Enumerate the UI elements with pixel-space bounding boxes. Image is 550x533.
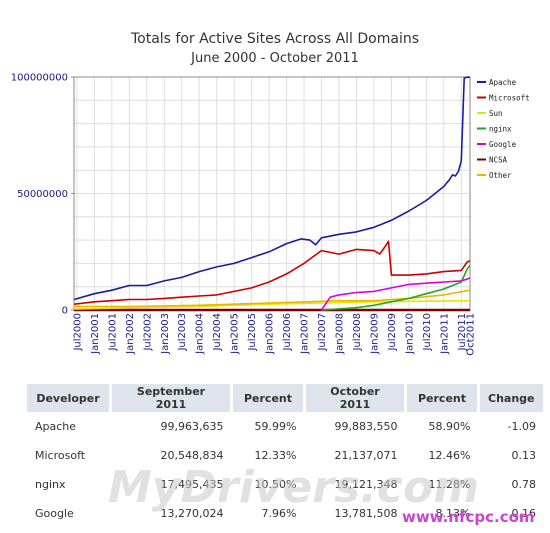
- legend-label-nginx: nginx: [489, 125, 512, 134]
- legend-label-apache: Apache: [489, 78, 517, 87]
- x-tick-label: Jan2008: [334, 313, 345, 355]
- cell-september-2011: 17,495,435: [160, 478, 224, 491]
- cell-october-2011: 99,883,550: [334, 420, 398, 433]
- cell-september-2011: 13,270,024: [160, 507, 224, 520]
- y-axis: 0 50000000 100000000: [11, 73, 74, 317]
- cell-developer: Apache: [35, 420, 77, 433]
- x-tick-label: Oct2011: [466, 313, 477, 356]
- table-row: nginx 17,495,435 10.50% 19,121,348 11.28…: [27, 470, 544, 499]
- cell-percent-october: 58.90%: [428, 420, 471, 433]
- cell-percent-october: 11.28%: [428, 478, 471, 491]
- x-tick-label: Jan2011: [439, 313, 450, 355]
- header-percent-october: Percent: [405, 384, 480, 412]
- header-october-2011: October 2011: [304, 384, 407, 412]
- x-tick-label: Jul2004: [212, 313, 223, 352]
- x-tick-label: Jul2008: [352, 313, 363, 352]
- watermark-logo: MyDrivers.com: [108, 462, 480, 513]
- y-tick-label: 50000000: [17, 189, 68, 200]
- x-tick-label: Jan2009: [369, 313, 380, 355]
- header-change: Change: [478, 384, 546, 412]
- cell-change: 0.13: [511, 449, 537, 462]
- cell-percent-september: 10.50%: [254, 478, 297, 491]
- cell-change: -1.09: [507, 420, 536, 433]
- header-developer: Developer: [27, 384, 112, 412]
- cell-october-2011: 19,121,348: [334, 478, 398, 491]
- legend-label-sun: Sun: [489, 109, 503, 118]
- cell-change: 0.78: [511, 478, 537, 491]
- cell-october-2011: 21,137,071: [334, 449, 398, 462]
- cell-september-2011: 99,963,635: [160, 420, 224, 433]
- x-axis: Jul2000 Jan2001 Jul2001 Jan2002 Jul2002 Jan20…: [72, 313, 476, 356]
- x-tick-label: Jan2003: [160, 313, 171, 355]
- x-tick-label: Jul2007: [317, 313, 328, 352]
- cell-percent-september: 7.96%: [261, 507, 297, 520]
- legend: Apache Microsoft Sun nginx Google NCSA Other: [477, 78, 530, 180]
- y-tick-label: 100000000: [11, 73, 68, 84]
- series-line-google: [320, 277, 471, 311]
- cell-september-2011: 20,548,834: [160, 449, 224, 462]
- x-tick-label: Jul2005: [247, 313, 258, 352]
- x-tick-label: Jul2011: [457, 313, 468, 352]
- watermark-url: www.nfcpc.com: [402, 508, 535, 526]
- header-september-2011: September 2011: [110, 384, 233, 412]
- y-tick-label: 0: [62, 306, 68, 317]
- table-header-row: Developer September 2011 Percent October…: [27, 384, 546, 412]
- cell-developer: Microsoft: [35, 449, 86, 462]
- x-tick-label: Jan2004: [195, 313, 206, 355]
- developer-table: Developer September 2011 Percent October…: [27, 384, 546, 528]
- cell-percent-september: 59.99%: [254, 420, 297, 433]
- table-row: Google 13,270,024 7.96% 13,781,508 8.13%…: [27, 499, 544, 528]
- series-line-other: [74, 289, 471, 308]
- legend-label-microsoft: Microsoft: [489, 94, 530, 103]
- x-tick-label: Jul2001: [107, 313, 118, 352]
- x-tick-label: Jul2002: [142, 313, 153, 352]
- x-tick-label: Jul2009: [387, 313, 398, 352]
- cell-october-2011: 13,781,508: [334, 507, 398, 520]
- cell-percent-september: 12.33%: [254, 449, 297, 462]
- cell-developer: nginx: [35, 478, 66, 491]
- table-row: Microsoft 20,548,834 12.33% 21,137,071 1…: [27, 441, 544, 470]
- chart-subtitle: June 2000 - October 2011: [190, 51, 359, 66]
- cell-percent-october: 12.46%: [428, 449, 471, 462]
- series-line-microsoft: [73, 240, 471, 305]
- x-tick-label: Jan2001: [90, 313, 101, 355]
- x-tick-label: Jan2005: [230, 313, 241, 355]
- cell-percent-october: 8.13%: [435, 507, 471, 520]
- series-line-nginx: [321, 264, 471, 311]
- x-tick-label: Jan2006: [265, 313, 276, 355]
- x-tick-label: Jan2007: [300, 313, 311, 355]
- x-tick-label: Jul2003: [177, 313, 188, 352]
- cell-change: 0.16: [511, 507, 537, 520]
- line-chart: Totals for Active Sites Across All Domai…: [11, 31, 530, 356]
- chart-title: Totals for Active Sites Across All Domai…: [130, 31, 419, 47]
- x-tick-label: Jul2000: [72, 313, 83, 352]
- table-row: Apache 99,963,635 59.99% 99,883,550 58.9…: [27, 412, 544, 441]
- x-tick-label: Jan2002: [125, 313, 136, 355]
- series-line-sun: [73, 299, 471, 310]
- x-tick-label: Jan2010: [404, 313, 415, 355]
- series-line-apache: [73, 76, 471, 301]
- cell-developer: Google: [35, 507, 74, 520]
- legend-label-ncsa: NCSA: [489, 156, 508, 165]
- legend-label-other: Other: [489, 171, 512, 180]
- x-tick-label: Jul2006: [282, 313, 293, 352]
- legend-label-google: Google: [489, 140, 517, 149]
- series-lines: [73, 76, 471, 312]
- header-percent-september: Percent: [231, 384, 306, 412]
- x-tick-label: Jul2010: [422, 313, 433, 352]
